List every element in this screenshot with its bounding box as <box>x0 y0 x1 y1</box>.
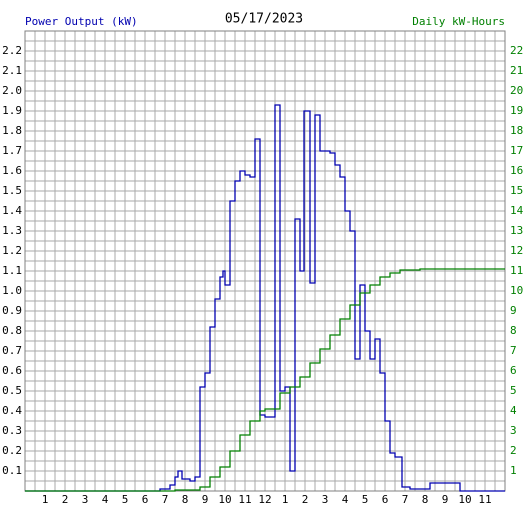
x-tick-label: 6 <box>382 493 389 506</box>
x-tick-label: 2 <box>302 493 309 506</box>
y2-tick-label: 14 <box>510 204 524 217</box>
y2-tick-label: 11 <box>510 264 523 277</box>
x-tick-label: 11 <box>238 493 251 506</box>
y-tick-label: 0.7 <box>2 344 22 357</box>
x-tick-label: 9 <box>442 493 449 506</box>
y2-tick-label: 17 <box>510 144 523 157</box>
x-tick-label: 3 <box>82 493 89 506</box>
y-tick-label: 2.0 <box>2 84 22 97</box>
series-line <box>25 268 505 492</box>
y2-tick-label: 18 <box>510 124 523 137</box>
y-tick-label: 1.5 <box>2 184 22 197</box>
y2-tick-label: 9 <box>510 304 517 317</box>
x-tick-label: 10 <box>218 493 231 506</box>
y2-tick-label: 16 <box>510 164 523 177</box>
x-tick-label: 8 <box>182 493 189 506</box>
x-tick-label: 8 <box>422 493 429 506</box>
y-tick-label: 2.2 <box>2 44 22 57</box>
y-tick-label: 0.1 <box>2 464 22 477</box>
y-tick-label: 1.8 <box>2 124 22 137</box>
x-tick-label: 11 <box>478 493 491 506</box>
y-tick-label: 1.3 <box>2 224 22 237</box>
y-tick-label: 0.8 <box>2 324 22 337</box>
x-tick-label: 5 <box>122 493 129 506</box>
x-tick-label: 6 <box>142 493 149 506</box>
x-tick-label: 7 <box>162 493 169 506</box>
y2-tick-label: 19 <box>510 104 523 117</box>
chart-title: 05/17/2023 <box>225 12 303 27</box>
y2-tick-label: 2 <box>510 444 517 457</box>
y-tick-label: 1.6 <box>2 164 22 177</box>
y-tick-label: 0.2 <box>2 444 22 457</box>
y2-tick-label: 20 <box>510 84 523 97</box>
y2-tick-label: 7 <box>510 344 517 357</box>
x-tick-label: 1 <box>282 493 289 506</box>
y-axis-label: Power Output (kW) <box>25 15 138 28</box>
y2-tick-label: 15 <box>510 184 523 197</box>
y-tick-label: 0.6 <box>2 364 22 377</box>
x-tick-label: 3 <box>322 493 329 506</box>
x-tick-label: 7 <box>402 493 409 506</box>
x-tick-label: 2 <box>62 493 69 506</box>
y-tick-label: 1.1 <box>2 264 22 277</box>
x-tick-label: 1 <box>42 493 49 506</box>
y2-tick-label: 1 <box>510 464 517 477</box>
y2-tick-label: 6 <box>510 364 517 377</box>
y2-tick-label: 10 <box>510 284 523 297</box>
y-tick-label: 1.4 <box>2 204 22 217</box>
y-tick-label: 0.4 <box>2 404 22 417</box>
plot-border <box>24 30 506 492</box>
y-tick-label: 2.1 <box>2 64 22 77</box>
y-tick-label: 0.5 <box>2 384 22 397</box>
y-tick-label: 1.0 <box>2 284 22 297</box>
y-tick-label: 1.9 <box>2 104 22 117</box>
y2-tick-label: 5 <box>510 384 517 397</box>
y-tick-label: 0.9 <box>2 304 22 317</box>
y-tick-label: 0.3 <box>2 424 22 437</box>
x-tick-label: 5 <box>362 493 369 506</box>
y-tick-label: 1.7 <box>2 144 22 157</box>
y2-tick-label: 8 <box>510 324 517 337</box>
y2-tick-label: 13 <box>510 224 523 237</box>
y2-tick-label: 3 <box>510 424 517 437</box>
y-tick-label: 1.2 <box>2 244 22 257</box>
x-tick-label: 12 <box>258 493 271 506</box>
x-tick-label: 10 <box>458 493 471 506</box>
y2-tick-label: 21 <box>510 64 523 77</box>
y2-tick-label: 4 <box>510 404 517 417</box>
y2-axis-label: Daily kW-Hours <box>412 15 505 28</box>
y2-tick-label: 22 <box>510 44 523 57</box>
x-tick-label: 4 <box>102 493 109 506</box>
y2-tick-label: 12 <box>510 244 523 257</box>
x-tick-label: 9 <box>202 493 209 506</box>
x-tick-label: 4 <box>342 493 349 506</box>
